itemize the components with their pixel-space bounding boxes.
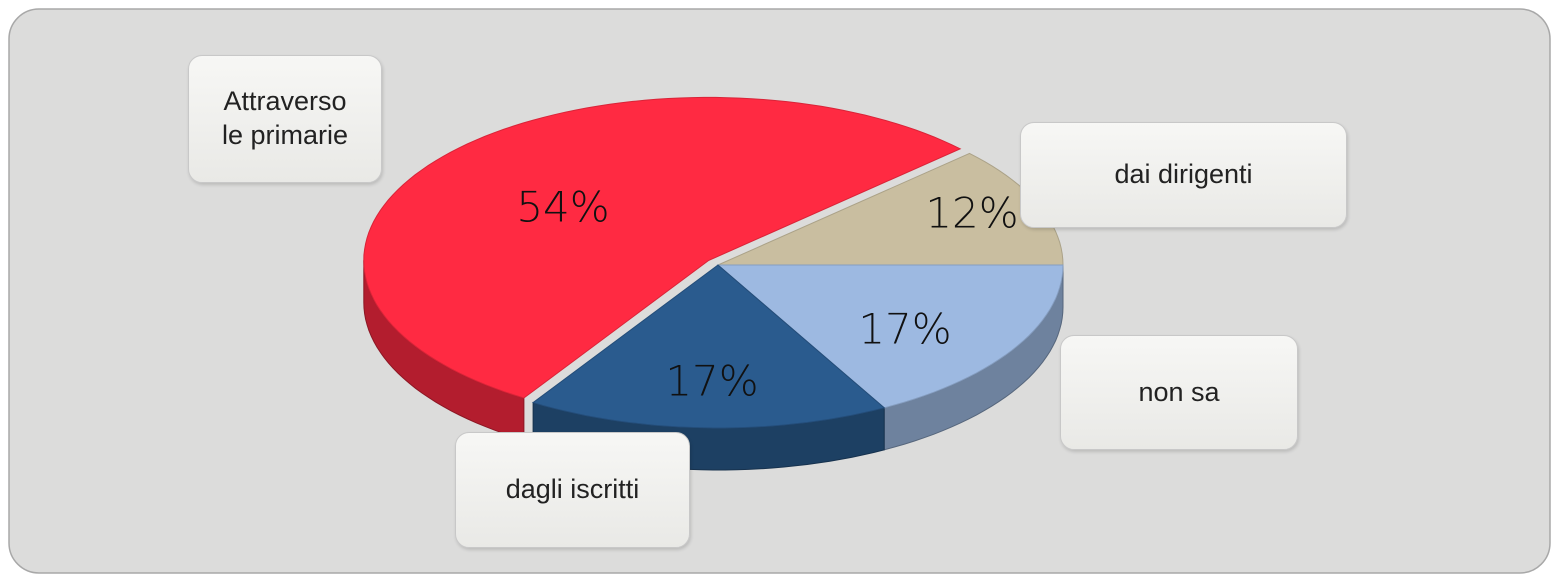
category-label: non sa (1060, 335, 1298, 450)
pie-slice (716, 264, 1064, 409)
category-label: dai dirigenti (1020, 122, 1347, 228)
category-label: Attraverso le primarie (188, 55, 382, 183)
pie-slice (531, 264, 886, 429)
value-label: 17% (665, 357, 758, 406)
pie-slice (363, 96, 962, 399)
value-label: 12% (925, 189, 1018, 238)
value-label: 17% (858, 305, 951, 354)
category-label: dagli iscritti (455, 432, 690, 548)
value-label: 54% (516, 183, 609, 232)
